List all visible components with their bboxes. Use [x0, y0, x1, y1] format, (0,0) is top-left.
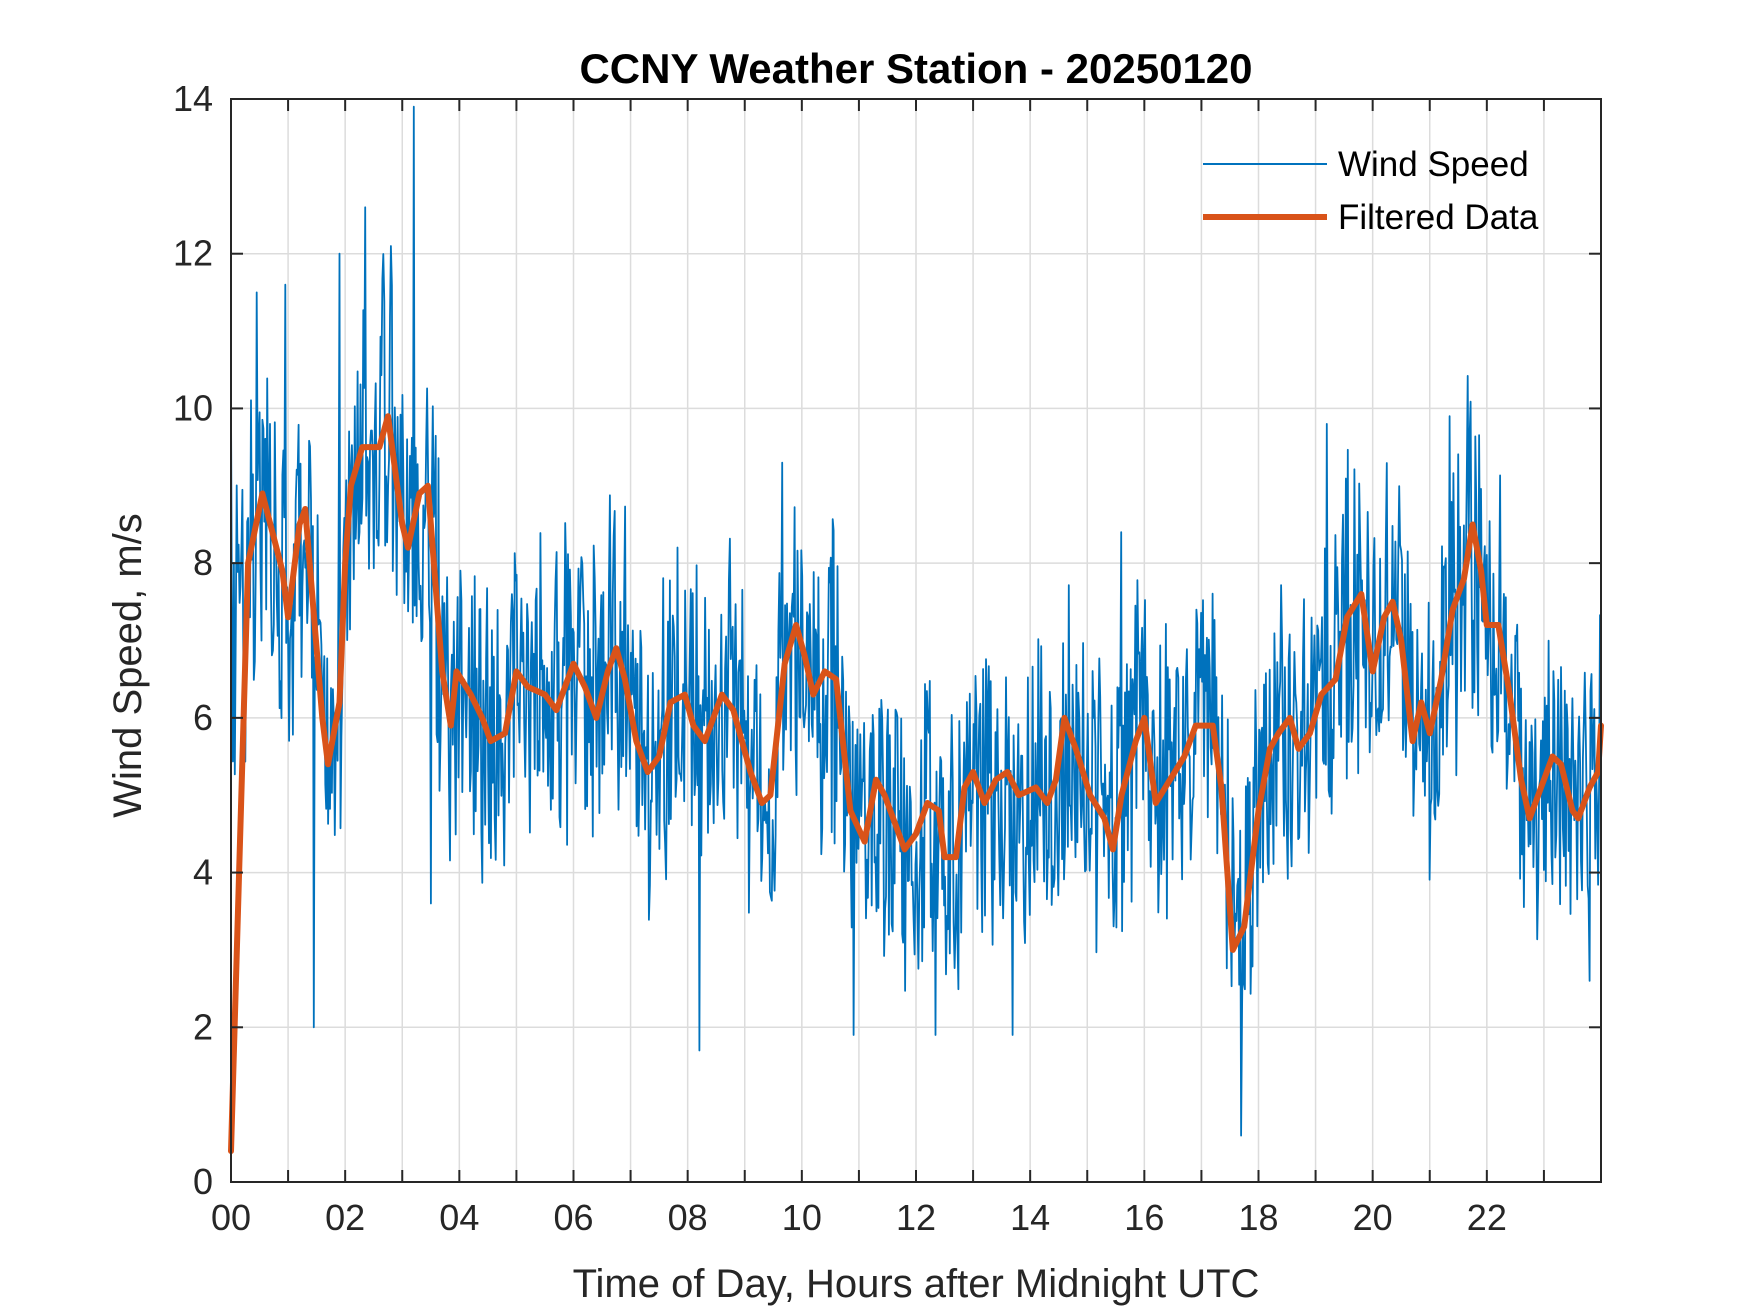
x-tick-label: 16: [1124, 1197, 1164, 1238]
y-tick-label: 10: [173, 387, 213, 428]
series-wind-speed-line: [230, 105, 1602, 1137]
x-tick-label: 08: [668, 1197, 708, 1238]
x-tick-label: 02: [325, 1197, 365, 1238]
x-tick-label: 20: [1353, 1197, 1393, 1238]
x-axis-label: Time of Day, Hours after Midnight UTC: [573, 1262, 1260, 1306]
x-tick-label: 04: [439, 1197, 479, 1238]
y-tick-label: 0: [193, 1161, 213, 1202]
y-tick-label: 2: [193, 1006, 213, 1047]
legend: Wind Speed Filtered Data: [1203, 145, 1539, 237]
series-filtered-data-line: [228, 413, 1604, 1155]
y-tick-label: 8: [193, 542, 213, 583]
x-tick-label: 06: [553, 1197, 593, 1238]
x-tick-label: 10: [782, 1197, 822, 1238]
axis-ticks: [230, 98, 1601, 1183]
series-layer: [228, 105, 1604, 1155]
chart-title: CCNY Weather Station - 20250120: [579, 45, 1252, 92]
x-tick-label: 00: [211, 1197, 251, 1238]
y-tick-label: 6: [193, 697, 213, 738]
x-tick-label: 22: [1467, 1197, 1507, 1238]
x-tick-label: 12: [896, 1197, 936, 1238]
y-axis-label: Wind Speed, m/s: [106, 513, 150, 818]
y-tick-label: 4: [193, 852, 213, 893]
legend-label-filtered-data: Filtered Data: [1338, 198, 1539, 237]
x-tick-labels: 00 02 04 06 08 10 12 14 16 18 20 22: [211, 1197, 1507, 1238]
y-tick-label: 12: [173, 233, 213, 274]
y-tick-labels: 0 2 4 6 8 10 12 14: [173, 78, 213, 1202]
x-tick-label: 18: [1238, 1197, 1278, 1238]
x-tick-label: 14: [1010, 1197, 1050, 1238]
legend-label-wind-speed: Wind Speed: [1338, 145, 1529, 184]
y-tick-label: 14: [173, 78, 213, 119]
